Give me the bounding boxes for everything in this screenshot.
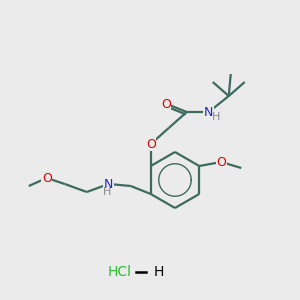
Text: H: H [103,187,111,197]
Text: H: H [212,112,220,122]
Text: O: O [42,172,52,184]
Text: O: O [216,155,226,169]
Text: O: O [161,98,171,110]
Text: N: N [204,106,213,118]
Text: O: O [146,137,156,151]
Text: N: N [104,178,113,190]
Text: HCl: HCl [108,265,132,279]
Text: H: H [154,265,164,279]
